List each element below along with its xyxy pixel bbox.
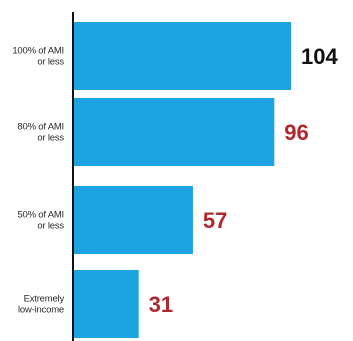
category-label-line: 100% of AMI	[12, 46, 64, 57]
value-label-3: 31	[149, 292, 173, 317]
category-label-line: or less	[37, 133, 64, 144]
category-label-line: or less	[37, 57, 64, 68]
category-label-2: 50% of AMI or less	[17, 210, 64, 232]
bars-group	[74, 22, 291, 338]
category-label-line: or less	[37, 221, 64, 232]
category-label-1: 80% of AMI or less	[17, 122, 64, 144]
bar-2	[74, 186, 193, 254]
value-labels-group: 104 96 57 31	[149, 44, 339, 317]
category-label-0: 100% of AMI or less	[12, 46, 64, 68]
value-label-1: 96	[284, 120, 308, 145]
category-label-line: 80% of AMI	[17, 122, 64, 133]
category-label-line: Extremely	[24, 294, 65, 305]
value-label-2: 57	[203, 208, 227, 233]
bar-1	[74, 98, 275, 166]
category-label-3: Extremely low-income	[18, 294, 64, 316]
value-label-0: 104	[301, 44, 338, 69]
category-label-line: low-income	[18, 305, 64, 316]
bar-3	[74, 270, 139, 338]
category-label-line: 50% of AMI	[17, 210, 64, 221]
bar-0	[74, 22, 291, 90]
